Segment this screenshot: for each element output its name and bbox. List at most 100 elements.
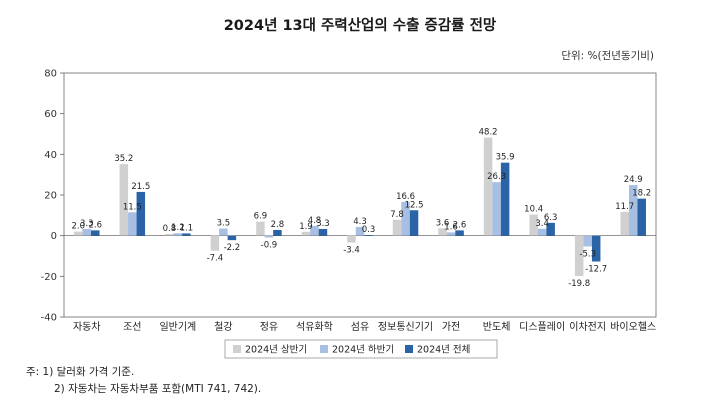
data-label: 48.2 bbox=[479, 128, 498, 138]
data-label: 1.9 bbox=[299, 222, 313, 232]
data-label: 3.6 bbox=[436, 218, 450, 228]
data-label: 6.3 bbox=[544, 213, 558, 223]
data-label: 12.5 bbox=[405, 200, 424, 210]
data-label: 0.8 bbox=[163, 224, 177, 234]
data-label: 11.5 bbox=[123, 202, 142, 212]
data-label: 1.1 bbox=[180, 223, 194, 233]
legend-label-1: 2024년 상반기 bbox=[245, 345, 307, 356]
bar-2-7 bbox=[355, 226, 365, 236]
bar-3-4 bbox=[227, 235, 237, 241]
data-label: -7.4 bbox=[207, 254, 224, 264]
bar-1-1 bbox=[74, 231, 83, 236]
data-label: 2.0 bbox=[72, 222, 86, 232]
bar-1-11 bbox=[529, 214, 538, 236]
bar-1-12 bbox=[574, 235, 584, 276]
bar-2-11 bbox=[537, 228, 547, 236]
category-label: 디스플레이 bbox=[519, 321, 565, 333]
data-label: 7.8 bbox=[390, 210, 404, 220]
bar-3-10 bbox=[500, 162, 510, 236]
data-label: 21.5 bbox=[131, 182, 150, 192]
legend-swatch-1 bbox=[233, 345, 241, 353]
category-label: 바이오헬스 bbox=[610, 321, 656, 333]
bar-1-9 bbox=[438, 228, 447, 236]
data-label: 3.3 bbox=[80, 219, 94, 229]
data-label: 18.2 bbox=[632, 189, 651, 199]
y-tick-label: 80 bbox=[44, 69, 57, 80]
data-label: 35.2 bbox=[114, 154, 133, 164]
data-label: -5.3 bbox=[579, 249, 596, 259]
unit-label: 단위: %(전년동기비) bbox=[561, 50, 654, 62]
y-tick-label: 60 bbox=[44, 109, 57, 120]
data-label: -19.8 bbox=[568, 279, 590, 289]
data-label: 3.3 bbox=[316, 219, 330, 229]
data-label: 2.6 bbox=[453, 220, 467, 230]
legend-label-3: 2024년 전체 bbox=[417, 345, 470, 356]
bar-3-13 bbox=[637, 198, 646, 236]
footnote-1: 주: 1) 달러화 가격 기준. bbox=[26, 366, 135, 378]
data-label: 10.4 bbox=[524, 205, 543, 215]
bar-2-3 bbox=[173, 233, 183, 236]
data-label: 26.3 bbox=[487, 172, 506, 182]
y-tick-label: 20 bbox=[44, 191, 57, 202]
bar-3-5 bbox=[273, 229, 282, 236]
bar-1-5 bbox=[256, 221, 265, 236]
legend-box bbox=[224, 339, 498, 359]
bar-3-3 bbox=[182, 233, 191, 236]
bar-1-8 bbox=[392, 219, 402, 236]
chart-title: 2024년 13대 주력산업의 수출 증감률 전망 bbox=[223, 18, 497, 34]
bar-3-7 bbox=[364, 235, 373, 236]
data-label: 6.9 bbox=[254, 212, 268, 222]
bar-1-2 bbox=[119, 164, 129, 236]
bar-2-1 bbox=[82, 228, 92, 236]
bar-2-5 bbox=[264, 235, 274, 238]
legend-swatch-2 bbox=[320, 345, 328, 353]
legend-swatch-3 bbox=[405, 345, 413, 353]
y-tick-label: 0 bbox=[51, 231, 57, 242]
category-label: 철강 bbox=[214, 321, 232, 333]
bar-3-8 bbox=[409, 210, 419, 236]
bar-2-12 bbox=[583, 235, 592, 247]
category-label: 조선 bbox=[123, 321, 141, 333]
bar-2-6 bbox=[310, 225, 319, 236]
category-label: 석유화학 bbox=[296, 321, 333, 333]
data-label: 1.2 bbox=[171, 223, 185, 233]
data-label: 35.9 bbox=[496, 153, 515, 163]
data-label: 0.3 bbox=[362, 225, 376, 235]
bar-1-4 bbox=[210, 235, 220, 251]
bar-3-11 bbox=[546, 222, 555, 236]
bar-2-4 bbox=[219, 228, 228, 236]
bar-3-9 bbox=[455, 230, 464, 236]
plot-area bbox=[63, 72, 657, 318]
category-label: 일반기계 bbox=[159, 321, 196, 333]
bar-1-10 bbox=[483, 137, 493, 236]
bar-2-8 bbox=[401, 201, 410, 236]
data-label: 16.6 bbox=[396, 192, 415, 202]
category-label: 반도체 bbox=[483, 321, 511, 333]
footnotes: 주: 1) 달러화 가격 기준. 2) 자동차는 자동차부품 포함(MTI 74… bbox=[26, 364, 261, 398]
legend: 2024년 상반기 2024년 하반기 2024년 전체 bbox=[224, 339, 498, 359]
category-label: 이차전지 bbox=[569, 321, 606, 333]
bar-3-1 bbox=[91, 230, 100, 236]
bar-1-3 bbox=[165, 234, 174, 236]
data-label: -0.9 bbox=[261, 240, 278, 250]
bar-2-9 bbox=[446, 232, 456, 236]
category-label: 가전 bbox=[442, 321, 460, 333]
legend-label-2: 2024년 하반기 bbox=[332, 344, 394, 356]
bar-3-6 bbox=[318, 228, 328, 236]
bar-1-7 bbox=[347, 235, 356, 243]
data-label: 24.9 bbox=[624, 175, 643, 185]
bar-1-13 bbox=[620, 211, 629, 236]
data-label: 1.6 bbox=[444, 222, 458, 232]
bar-3-2 bbox=[136, 191, 146, 236]
data-label: -3.4 bbox=[343, 246, 360, 256]
data-label: -2.2 bbox=[224, 243, 241, 253]
bar-2-13 bbox=[628, 185, 638, 236]
data-label: -12.7 bbox=[585, 264, 607, 274]
data-label: 11.7 bbox=[615, 202, 634, 212]
y-tick-label: 40 bbox=[44, 150, 57, 161]
data-label: 4.8 bbox=[308, 216, 322, 226]
category-label: 자동차 bbox=[73, 321, 101, 333]
bar-1-6 bbox=[301, 231, 311, 236]
category-label: 섬유 bbox=[351, 321, 369, 333]
